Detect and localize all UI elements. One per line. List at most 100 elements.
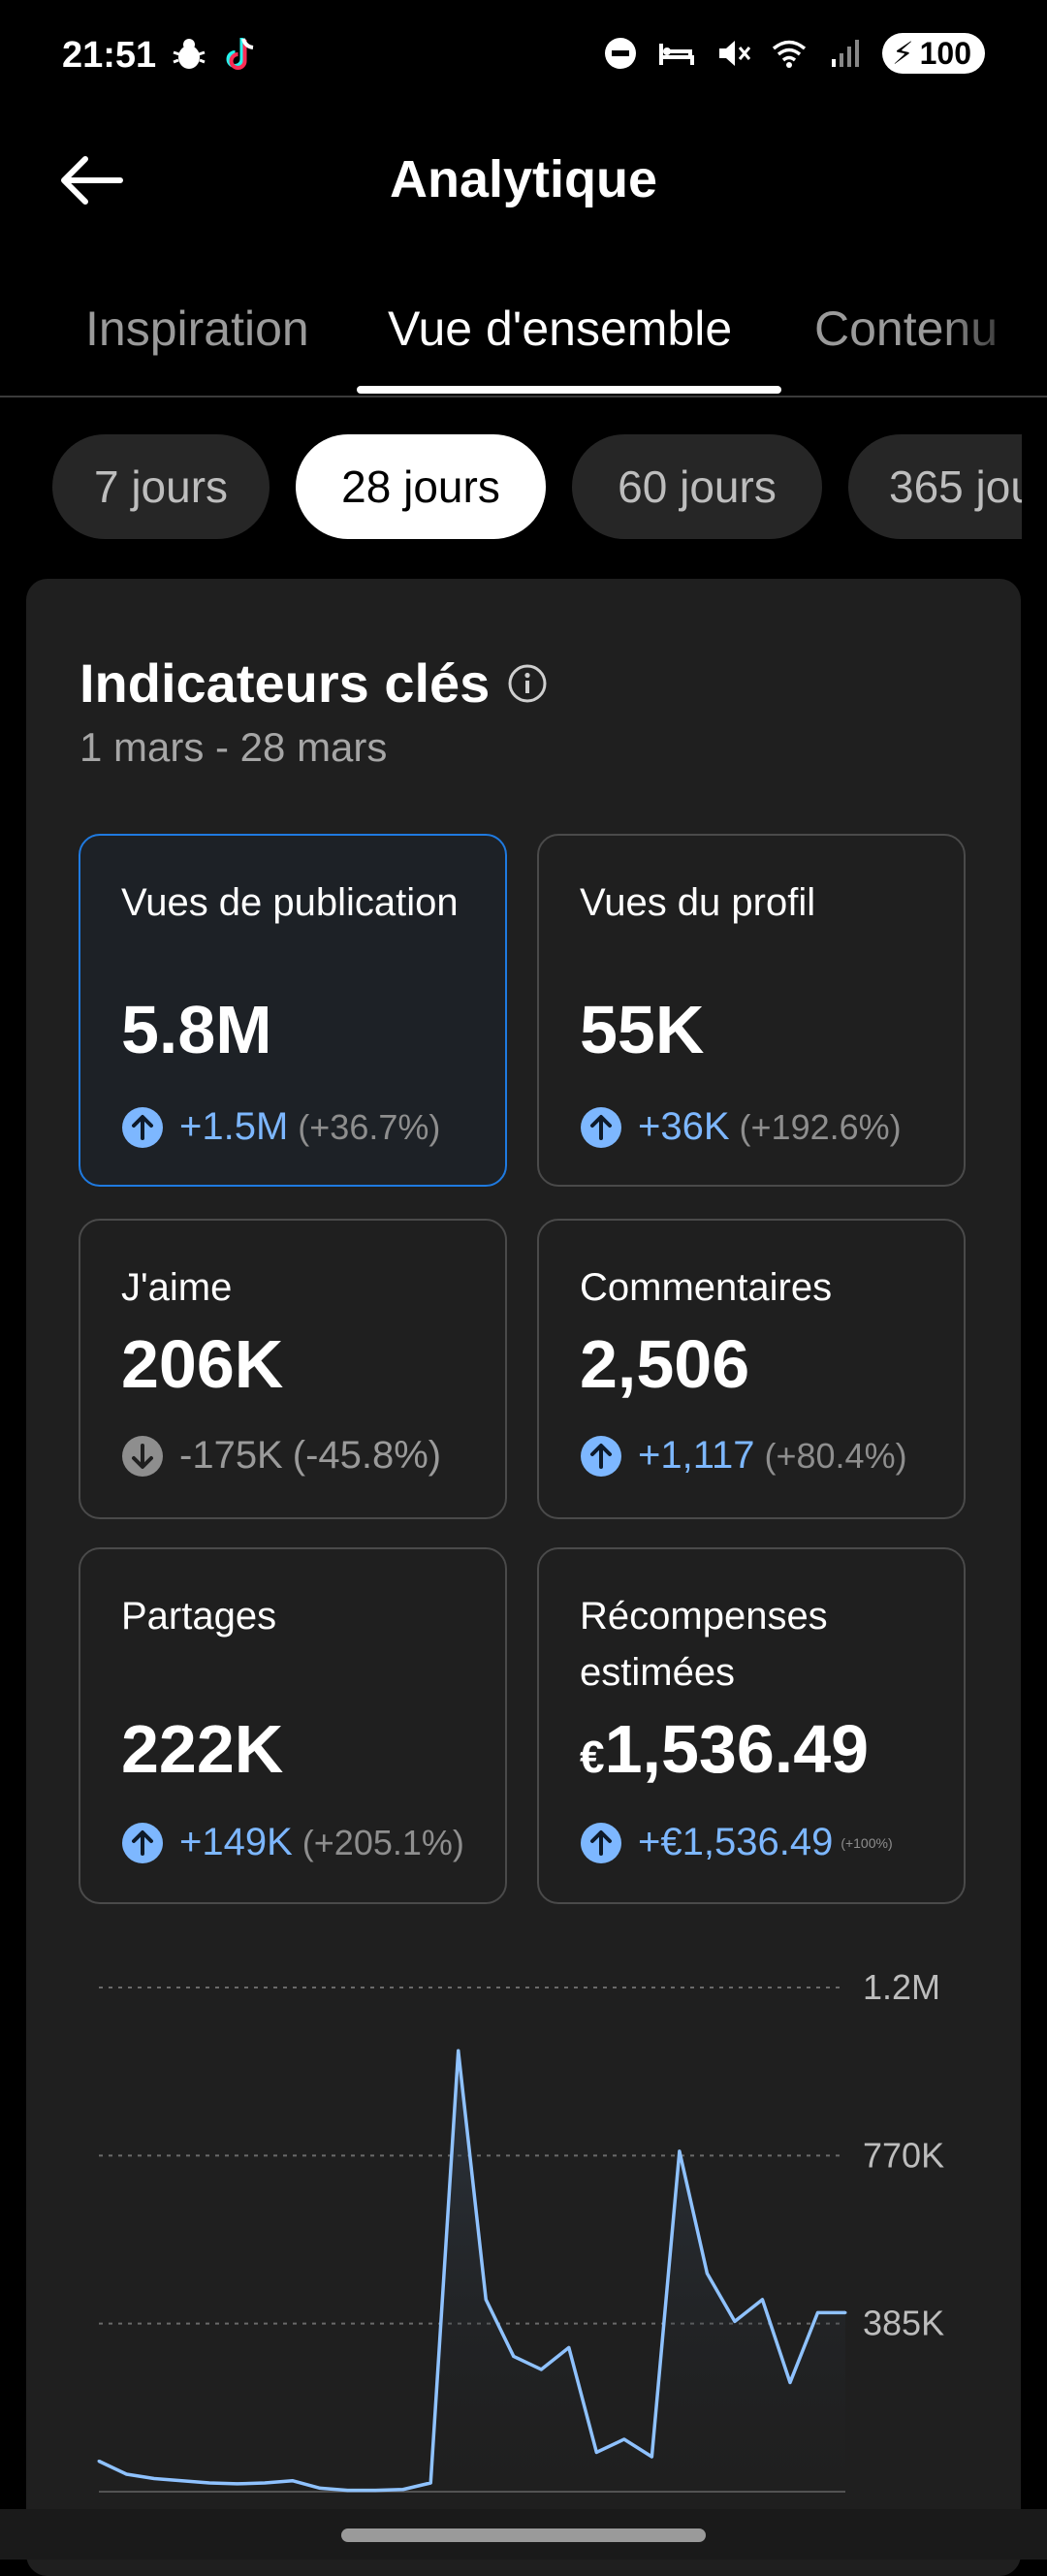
date-range: 1 mars - 28 mars [79, 724, 388, 770]
data-point [733, 2319, 737, 2323]
section-title-text: Indicateurs clés [79, 652, 491, 714]
metric-delta-value: +149K [179, 1821, 293, 1863]
arrow-up-circle-icon [122, 1822, 163, 1863]
arrow-left-icon[interactable] [52, 142, 130, 219]
tab-fade [940, 281, 1047, 396]
arrow-up-circle-icon [581, 1435, 621, 1477]
data-point [401, 2488, 405, 2492]
arrow-up-circle-icon [581, 1822, 621, 1863]
wifi-icon [773, 40, 807, 68]
metric-card-post-views[interactable]: Vues de publication 5.8M +1.5M (+36.7%) [79, 834, 507, 1187]
data-point [705, 2272, 709, 2275]
data-point [512, 2354, 516, 2358]
data-point [457, 2049, 460, 2052]
metric-label: Commentaires [580, 1266, 833, 1309]
metric-delta: +1,117 (+80.4%) [580, 1434, 907, 1478]
active-tab-indicator [357, 386, 781, 394]
section-title: Indicateurs clés [79, 652, 548, 715]
battery-leaf-icon: ⚡ [892, 36, 914, 71]
metric-delta-percent: (-45.8%) [292, 1434, 442, 1477]
metric-card-estimated-rewards[interactable]: Récompenses estimées €1,536.49 +€1,536.4… [537, 1547, 966, 1904]
status-bar: 21:51 [0, 0, 1047, 112]
data-point [207, 2481, 211, 2485]
pill-clip [1022, 434, 1047, 541]
status-time: 21:51 [62, 35, 157, 76]
metric-label: Partages [121, 1595, 277, 1638]
metric-value: 2,506 [580, 1326, 750, 1402]
battery-indicator: ⚡ 100 [882, 33, 985, 74]
metric-label: J'aime [121, 1266, 233, 1309]
data-point [263, 2481, 267, 2485]
data-point [125, 2472, 129, 2476]
metric-card-likes[interactable]: J'aime 206K -175K (-45.8%) [79, 1219, 507, 1519]
currency-symbol: € [580, 1732, 605, 1782]
metric-value: €1,536.49 [580, 1710, 869, 1788]
signal-icon [832, 40, 860, 67]
metric-delta-percent: (+36.7%) [298, 1106, 441, 1147]
metric-value: 222K [121, 1711, 284, 1787]
period-365-days[interactable]: 365 jours [848, 434, 1047, 539]
tab-overview[interactable]: Vue d'ensemble [388, 302, 733, 356]
key-metrics-card: Indicateurs clés 1 mars - 28 mars Vues d… [26, 579, 1021, 2576]
metric-delta: +€1,536.49 (+100%) [580, 1821, 893, 1864]
tab-inspiration[interactable]: Inspiration [85, 302, 309, 356]
metric-delta-value: -175K [179, 1434, 283, 1477]
metric-delta-value: +36K [638, 1105, 730, 1148]
metric-label: Récompenses estimées [580, 1595, 828, 1694]
data-point [678, 2149, 682, 2153]
series-line [98, 2049, 845, 2493]
metric-delta: +149K (+205.1%) [121, 1821, 464, 1864]
period-60-days[interactable]: 60 jours [572, 434, 822, 539]
y-tick-label: 770K [863, 2135, 944, 2175]
data-point [291, 2479, 295, 2483]
metric-delta-percent: (+192.6%) [739, 1106, 902, 1147]
metric-delta-percent: (+80.4%) [764, 1435, 907, 1476]
data-point [318, 2486, 322, 2490]
metric-delta: -175K (-45.8%) [121, 1434, 441, 1478]
metric-value: 5.8M [121, 992, 272, 1067]
metric-card-shares[interactable]: Partages 222K +149K (+205.1%) [79, 1547, 507, 1904]
arrow-down-circle-icon [122, 1435, 163, 1477]
data-point [97, 2459, 101, 2463]
data-point [428, 2481, 432, 2485]
app-header: Analytique [0, 116, 1047, 242]
metric-card-comments[interactable]: Commentaires 2,506 +1,117 (+80.4%) [537, 1219, 966, 1519]
data-point [180, 2479, 184, 2483]
data-point [843, 2310, 847, 2314]
metric-delta-value: +1,117 [638, 1434, 755, 1477]
data-point [236, 2482, 239, 2486]
data-point [152, 2476, 156, 2480]
data-point [567, 2345, 571, 2349]
period-28-days[interactable]: 28 jours [296, 434, 546, 539]
metric-label: Vues du profil [580, 881, 816, 924]
metric-value-amount: 1,536.49 [604, 1711, 870, 1787]
series-area [99, 2051, 845, 2492]
mute-icon [719, 41, 751, 66]
sleep-icon [659, 44, 695, 65]
metric-card-profile-views[interactable]: Vues du profil 55K +36K (+192.6%) [537, 834, 966, 1187]
period-selector: 7 jours 28 jours 60 jours 365 jours [0, 434, 1047, 541]
data-point [815, 2310, 819, 2314]
metric-delta-value: +1.5M [179, 1105, 289, 1148]
dnd-icon [605, 38, 637, 69]
info-icon[interactable] [507, 663, 548, 704]
tab-bar: Inspiration Vue d'ensemble Contenu [0, 281, 1047, 398]
battery-level: 100 [919, 35, 971, 71]
y-tick-label: 1.2M [863, 1967, 940, 2007]
metric-delta: +1.5M (+36.7%) [121, 1105, 440, 1149]
tiktok-icon [226, 38, 254, 70]
period-7-days[interactable]: 7 jours [52, 434, 270, 539]
metric-delta: +36K (+192.6%) [580, 1105, 902, 1149]
data-point [346, 2489, 350, 2493]
metric-value: 55K [580, 992, 705, 1067]
arrow-up-circle-icon [122, 1106, 163, 1148]
post-views-chart: 1.2M 770K 385K [97, 1967, 944, 2493]
metric-value: 206K [121, 1326, 284, 1402]
data-point [788, 2380, 792, 2384]
metric-delta-value: +€1,536.49 [638, 1821, 834, 1863]
home-indicator[interactable] [341, 2528, 706, 2542]
data-point [760, 2298, 764, 2302]
metric-label: Vues de publication [121, 881, 459, 924]
notification-icons [170, 35, 261, 74]
page-title: Analytique [389, 150, 658, 208]
